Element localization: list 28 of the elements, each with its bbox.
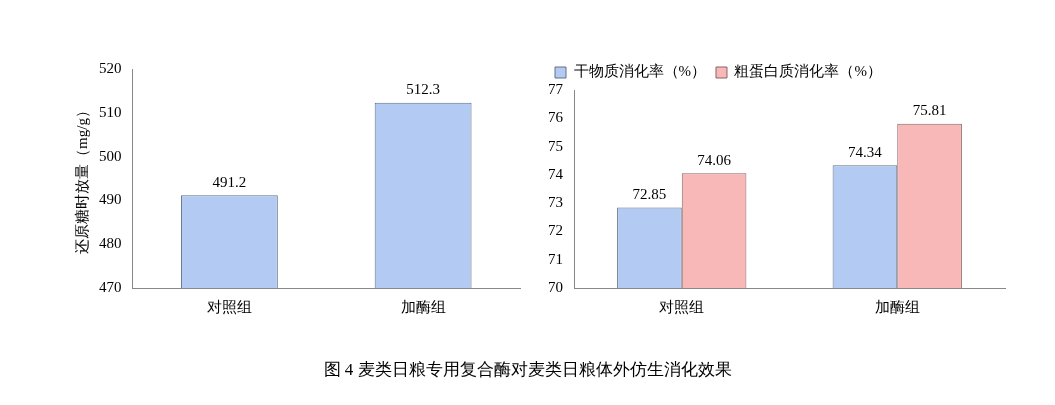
data-label: 75.81 (912, 102, 947, 119)
data-label: 512.3 (406, 81, 440, 98)
y-tick-label: 75 (548, 137, 563, 154)
legend-label: 干物质消化率（%） (573, 63, 706, 80)
y-tick-label: 72 (548, 222, 563, 239)
data-label: 74.06 (697, 151, 732, 168)
data-label: 491.2 (212, 173, 247, 190)
y-tick-label: 480 (99, 235, 122, 252)
y-tick-label: 77 (548, 80, 564, 97)
y-tick-label: 70 (548, 278, 563, 295)
y-tick-label: 73 (548, 194, 563, 211)
y-tick-label: 500 (99, 147, 122, 164)
x-tick-label: 对照组 (659, 298, 705, 315)
y-tick-label: 470 (99, 278, 122, 295)
y-tick-label: 71 (548, 250, 563, 267)
x-tick-label: 加酶组 (874, 298, 920, 315)
y-tick-label: 490 (99, 191, 122, 208)
x-tick-label: 对照组 (206, 298, 252, 315)
y-axis-title: 还原糖时放量（mg/g） (73, 103, 90, 254)
y-tick-label: 76 (548, 109, 564, 126)
data-label: 72.85 (632, 185, 667, 202)
data-label: 74.34 (848, 143, 883, 160)
x-tick-label: 加酶组 (400, 298, 446, 315)
legend-label: 粗蛋白质消化率（%） (734, 63, 882, 80)
y-tick-label: 510 (99, 103, 122, 120)
y-tick-label: 74 (548, 165, 564, 182)
caption: 图 4 麦类日粮专用复合酶对麦类日粮体外仿生消化效果 (322, 359, 733, 381)
y-tick-label: 520 (99, 59, 122, 76)
